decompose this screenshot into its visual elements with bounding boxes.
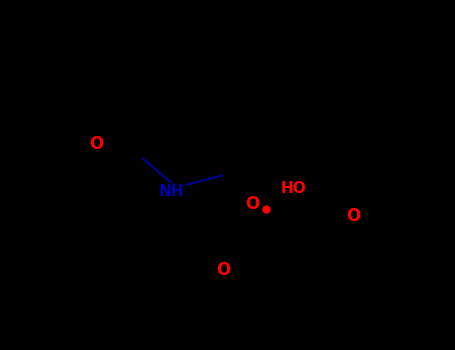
Text: HO: HO [281,181,307,196]
Text: O: O [346,207,360,225]
Polygon shape [224,175,257,208]
Text: O: O [245,195,259,213]
Text: O: O [89,135,103,153]
Text: NH: NH [159,184,184,199]
Text: O: O [216,261,230,279]
